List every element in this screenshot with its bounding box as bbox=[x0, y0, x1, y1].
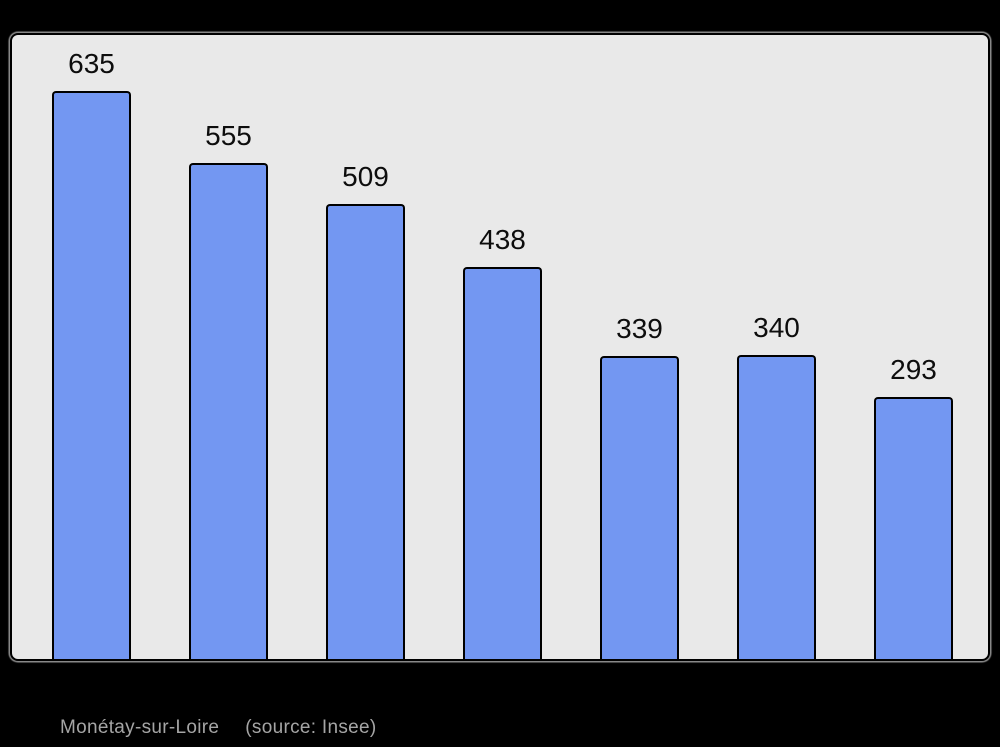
bar-value-label: 293 bbox=[890, 354, 937, 385]
bar-value-label: 635 bbox=[68, 48, 115, 79]
caption: Monétay-sur-Loire (source: Insee) bbox=[60, 717, 377, 739]
bar-value-label: 339 bbox=[616, 313, 663, 344]
bar bbox=[463, 267, 542, 659]
bar-value-label: 555 bbox=[205, 120, 252, 151]
caption-source: (source: Insee) bbox=[245, 717, 377, 738]
bar-value-label: 340 bbox=[753, 312, 800, 343]
bar bbox=[874, 397, 953, 659]
bar bbox=[52, 91, 131, 659]
bar bbox=[326, 204, 405, 659]
caption-commune-name: Monétay-sur-Loire bbox=[60, 717, 220, 738]
bar-value-label: 509 bbox=[342, 161, 389, 192]
bar bbox=[737, 355, 816, 659]
bar-value-label: 438 bbox=[479, 224, 526, 255]
bar bbox=[600, 356, 679, 659]
plot-area: 635 555 509 438 339 340 293 bbox=[10, 33, 990, 661]
bar bbox=[189, 163, 268, 659]
